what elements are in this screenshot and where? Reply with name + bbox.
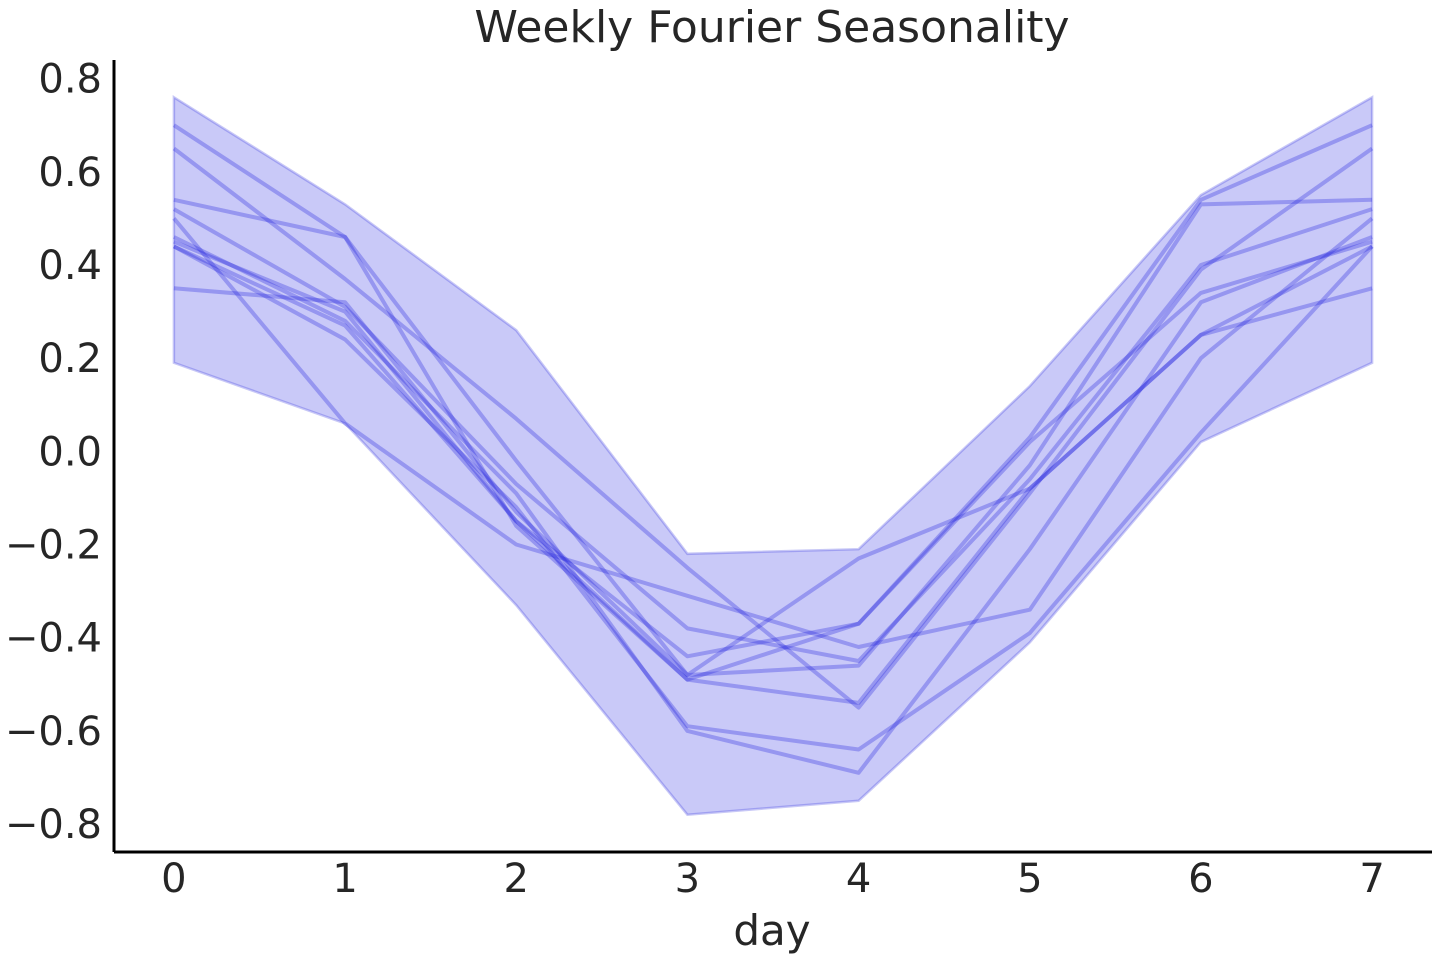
series-line-5 xyxy=(172,216,1374,649)
x-tick-label: 7 xyxy=(1359,856,1384,902)
series-line-8 xyxy=(172,244,1374,752)
x-tick-label: 0 xyxy=(161,856,186,902)
y-tick-labels: 0.8 0.6 0.4 0.2 0.0 −0.2 −0.4 −0.6 −0.8 xyxy=(5,57,102,848)
plot-area xyxy=(172,95,1374,816)
x-tick-labels: 0 1 2 3 4 5 6 7 xyxy=(161,856,1385,902)
x-tick-label: 2 xyxy=(503,856,528,902)
series-line-9 xyxy=(173,244,1374,705)
y-tick-label: 0.0 xyxy=(38,429,102,475)
x-tick-label: 4 xyxy=(846,856,871,902)
x-tick-label: 5 xyxy=(1017,856,1042,902)
y-tick-label: 0.4 xyxy=(38,243,102,289)
chart-title: Weekly Fourier Seasonality xyxy=(474,2,1069,53)
y-tick-label: −0.8 xyxy=(5,802,102,848)
series-line-7 xyxy=(173,239,1373,659)
series-line-3 xyxy=(173,197,1373,677)
x-axis-title: day xyxy=(733,906,810,955)
y-tick-label: −0.6 xyxy=(5,709,102,755)
y-tick-label: 0.8 xyxy=(38,57,102,103)
y-tick-label: 0.2 xyxy=(38,336,102,382)
y-tick-label: −0.2 xyxy=(5,523,102,569)
x-tick-label: 3 xyxy=(675,856,700,902)
uncertainty-band xyxy=(172,95,1374,816)
x-tick-label: 6 xyxy=(1188,856,1213,902)
series-line-1 xyxy=(172,123,1373,682)
series-line-4 xyxy=(172,207,1373,663)
series-line-10 xyxy=(173,286,1373,677)
series-line-6 xyxy=(173,235,1373,775)
x-tick-label: 1 xyxy=(332,856,357,902)
y-tick-label: −0.4 xyxy=(5,616,102,662)
y-tick-label: 0.6 xyxy=(38,150,102,196)
series-line-2 xyxy=(172,146,1374,710)
